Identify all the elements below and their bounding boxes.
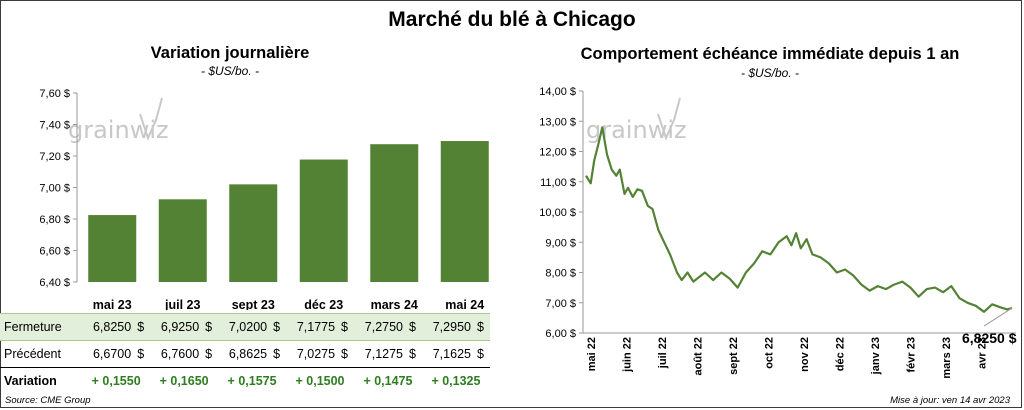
x-tick-label: mai 22 (586, 337, 598, 371)
price-cell: 6,8625 (218, 340, 268, 368)
daily-variation-title: Variation journalière (150, 44, 310, 62)
bar (158, 199, 207, 282)
front-month-unit: - $US/bo. - (740, 66, 800, 80)
x-category-label: déc 23 (304, 298, 343, 310)
x-tick-label: mars 23 (941, 337, 953, 379)
row-label: Fermeture (0, 313, 83, 341)
variation-cell: + 0,1475 (353, 367, 422, 394)
x-tick-label: avr 23 (977, 337, 989, 369)
main-title: Marché du blé à Chicago (388, 8, 636, 31)
price-line (585, 126, 1013, 313)
variation-cell: + 0,1325 (421, 367, 490, 394)
source-note: Source: CME Group (5, 395, 91, 406)
x-tick-label: août 22 (693, 337, 705, 376)
y-tick-label: 9,00 $ (545, 237, 576, 249)
y-tick-label: 7,00 $ (545, 298, 576, 310)
price-cell: 6,7600 (150, 340, 200, 368)
y-tick-label: 6,40 $ (39, 277, 70, 289)
currency-cell: $ (267, 313, 287, 341)
price-cell: 7,1275 (353, 340, 404, 368)
variation-cell: + 0,1650 (150, 367, 219, 394)
bar (229, 184, 278, 282)
watermark-left: grainwiz (68, 97, 169, 144)
watermark-right: grainwiz (586, 97, 687, 144)
x-category-label: mai 24 (445, 298, 484, 310)
price-cell: 6,8250 (82, 313, 132, 341)
x-tick-label: déc 22 (835, 337, 847, 371)
bar (440, 141, 489, 282)
price-table: Fermeture 6,8250 $6,9250 $7,0200 $7,1775 $7,2… (0, 313, 490, 394)
bar-chart: grainwiz 7,60 $ 7,40 $ 7,20 $ 7,00 $ 6,80 $ 6… (39, 88, 489, 310)
bar (370, 144, 419, 282)
y-tick-label: 6,00 $ (545, 328, 576, 340)
price-cell: 7,1625 (421, 340, 471, 368)
table-row-previous: Précédent 6,6700 $6,7600 $6,8625 $7,0275 $7,1… (0, 340, 490, 368)
x-tick-label: sept 22 (728, 337, 740, 375)
bar (88, 215, 137, 282)
currency-cell: $ (470, 340, 490, 368)
price-cell: 7,2750 (353, 313, 404, 341)
variation-cell: + 0,1500 (286, 367, 354, 394)
currency-cell: $ (403, 340, 422, 368)
last-value-leader (983, 307, 1013, 327)
last-value-label: 6,8250 $ (962, 330, 1017, 346)
y-tick-label: 7,20 $ (39, 151, 70, 163)
currency-cell: $ (403, 313, 422, 341)
y-tick-label: 7,60 $ (39, 88, 70, 100)
y-tick-label: 11,00 $ (540, 177, 576, 189)
currency-cell: $ (267, 340, 287, 368)
currency-cell: $ (335, 340, 354, 368)
watermark-tick (657, 97, 681, 141)
currency-cell: $ (199, 313, 219, 341)
x-tick-label: févr 23 (906, 337, 918, 372)
row-label: Variation (0, 367, 83, 394)
y-tick-label: 6,60 $ (39, 246, 70, 258)
currency-cell: $ (335, 313, 354, 341)
y-tick-label: 7,40 $ (39, 120, 70, 132)
x-tick-label: janv 23 (870, 337, 882, 375)
currency-cell: $ (131, 340, 151, 368)
y-tick-label: 8,00 $ (545, 268, 576, 280)
x-category-label: juil 23 (164, 298, 200, 310)
price-cell: 6,6700 (82, 340, 132, 368)
y-tick-label: 6,80 $ (39, 214, 70, 226)
table-row-variation: Variation + 0,1550 + 0,1650 + 0,1575 + 0,150… (0, 367, 490, 394)
y-tick-label: 14,00 $ (539, 86, 576, 98)
currency-cell: $ (199, 340, 219, 368)
line-chart: grainwiz 14,00 $ 13,00 $ 12,00 $ 11,00 $ 10,… (539, 86, 1016, 379)
y-tick-label: 12,00 $ (539, 147, 576, 159)
y-tick-label: 13,00 $ (539, 116, 576, 128)
table-row-close: Fermeture 6,8250 $6,9250 $7,0200 $7,1775 $7,2… (0, 313, 490, 341)
watermark-tick (139, 97, 163, 141)
currency-cell: $ (470, 313, 490, 341)
x-tick-label: oct 22 (764, 337, 776, 369)
variation-cell: + 0,1575 (218, 367, 287, 394)
bar (299, 159, 348, 282)
x-tick-label: juil 22 (657, 337, 669, 369)
price-cell: 7,0275 (286, 340, 336, 368)
row-label: Précédent (0, 340, 83, 368)
x-tick-label: nov 22 (799, 337, 811, 372)
price-cell: 7,2950 (421, 313, 471, 341)
price-cell: 6,9250 (150, 313, 200, 341)
y-tick-label: 10,00 $ (539, 207, 576, 219)
x-category-label: mai 23 (93, 298, 132, 310)
x-tick-label: juin 22 (622, 337, 634, 373)
currency-cell: $ (131, 313, 151, 341)
variation-cell: + 0,1550 (82, 367, 151, 394)
update-note: Mise à jour: ven 14 avr 2023 (890, 395, 1010, 406)
price-cell: 7,0200 (218, 313, 268, 341)
watermark-text: grainwiz (68, 116, 169, 144)
front-month-title: Comportement échéance immédiate depuis 1… (580, 45, 960, 63)
x-category-label: sept 23 (232, 298, 275, 310)
price-cell: 7,1775 (286, 313, 336, 341)
y-tick-label: 7,00 $ (39, 183, 70, 195)
x-category-label: mars 24 (371, 298, 418, 310)
daily-variation-unit: - $US/bo. - (200, 64, 260, 78)
